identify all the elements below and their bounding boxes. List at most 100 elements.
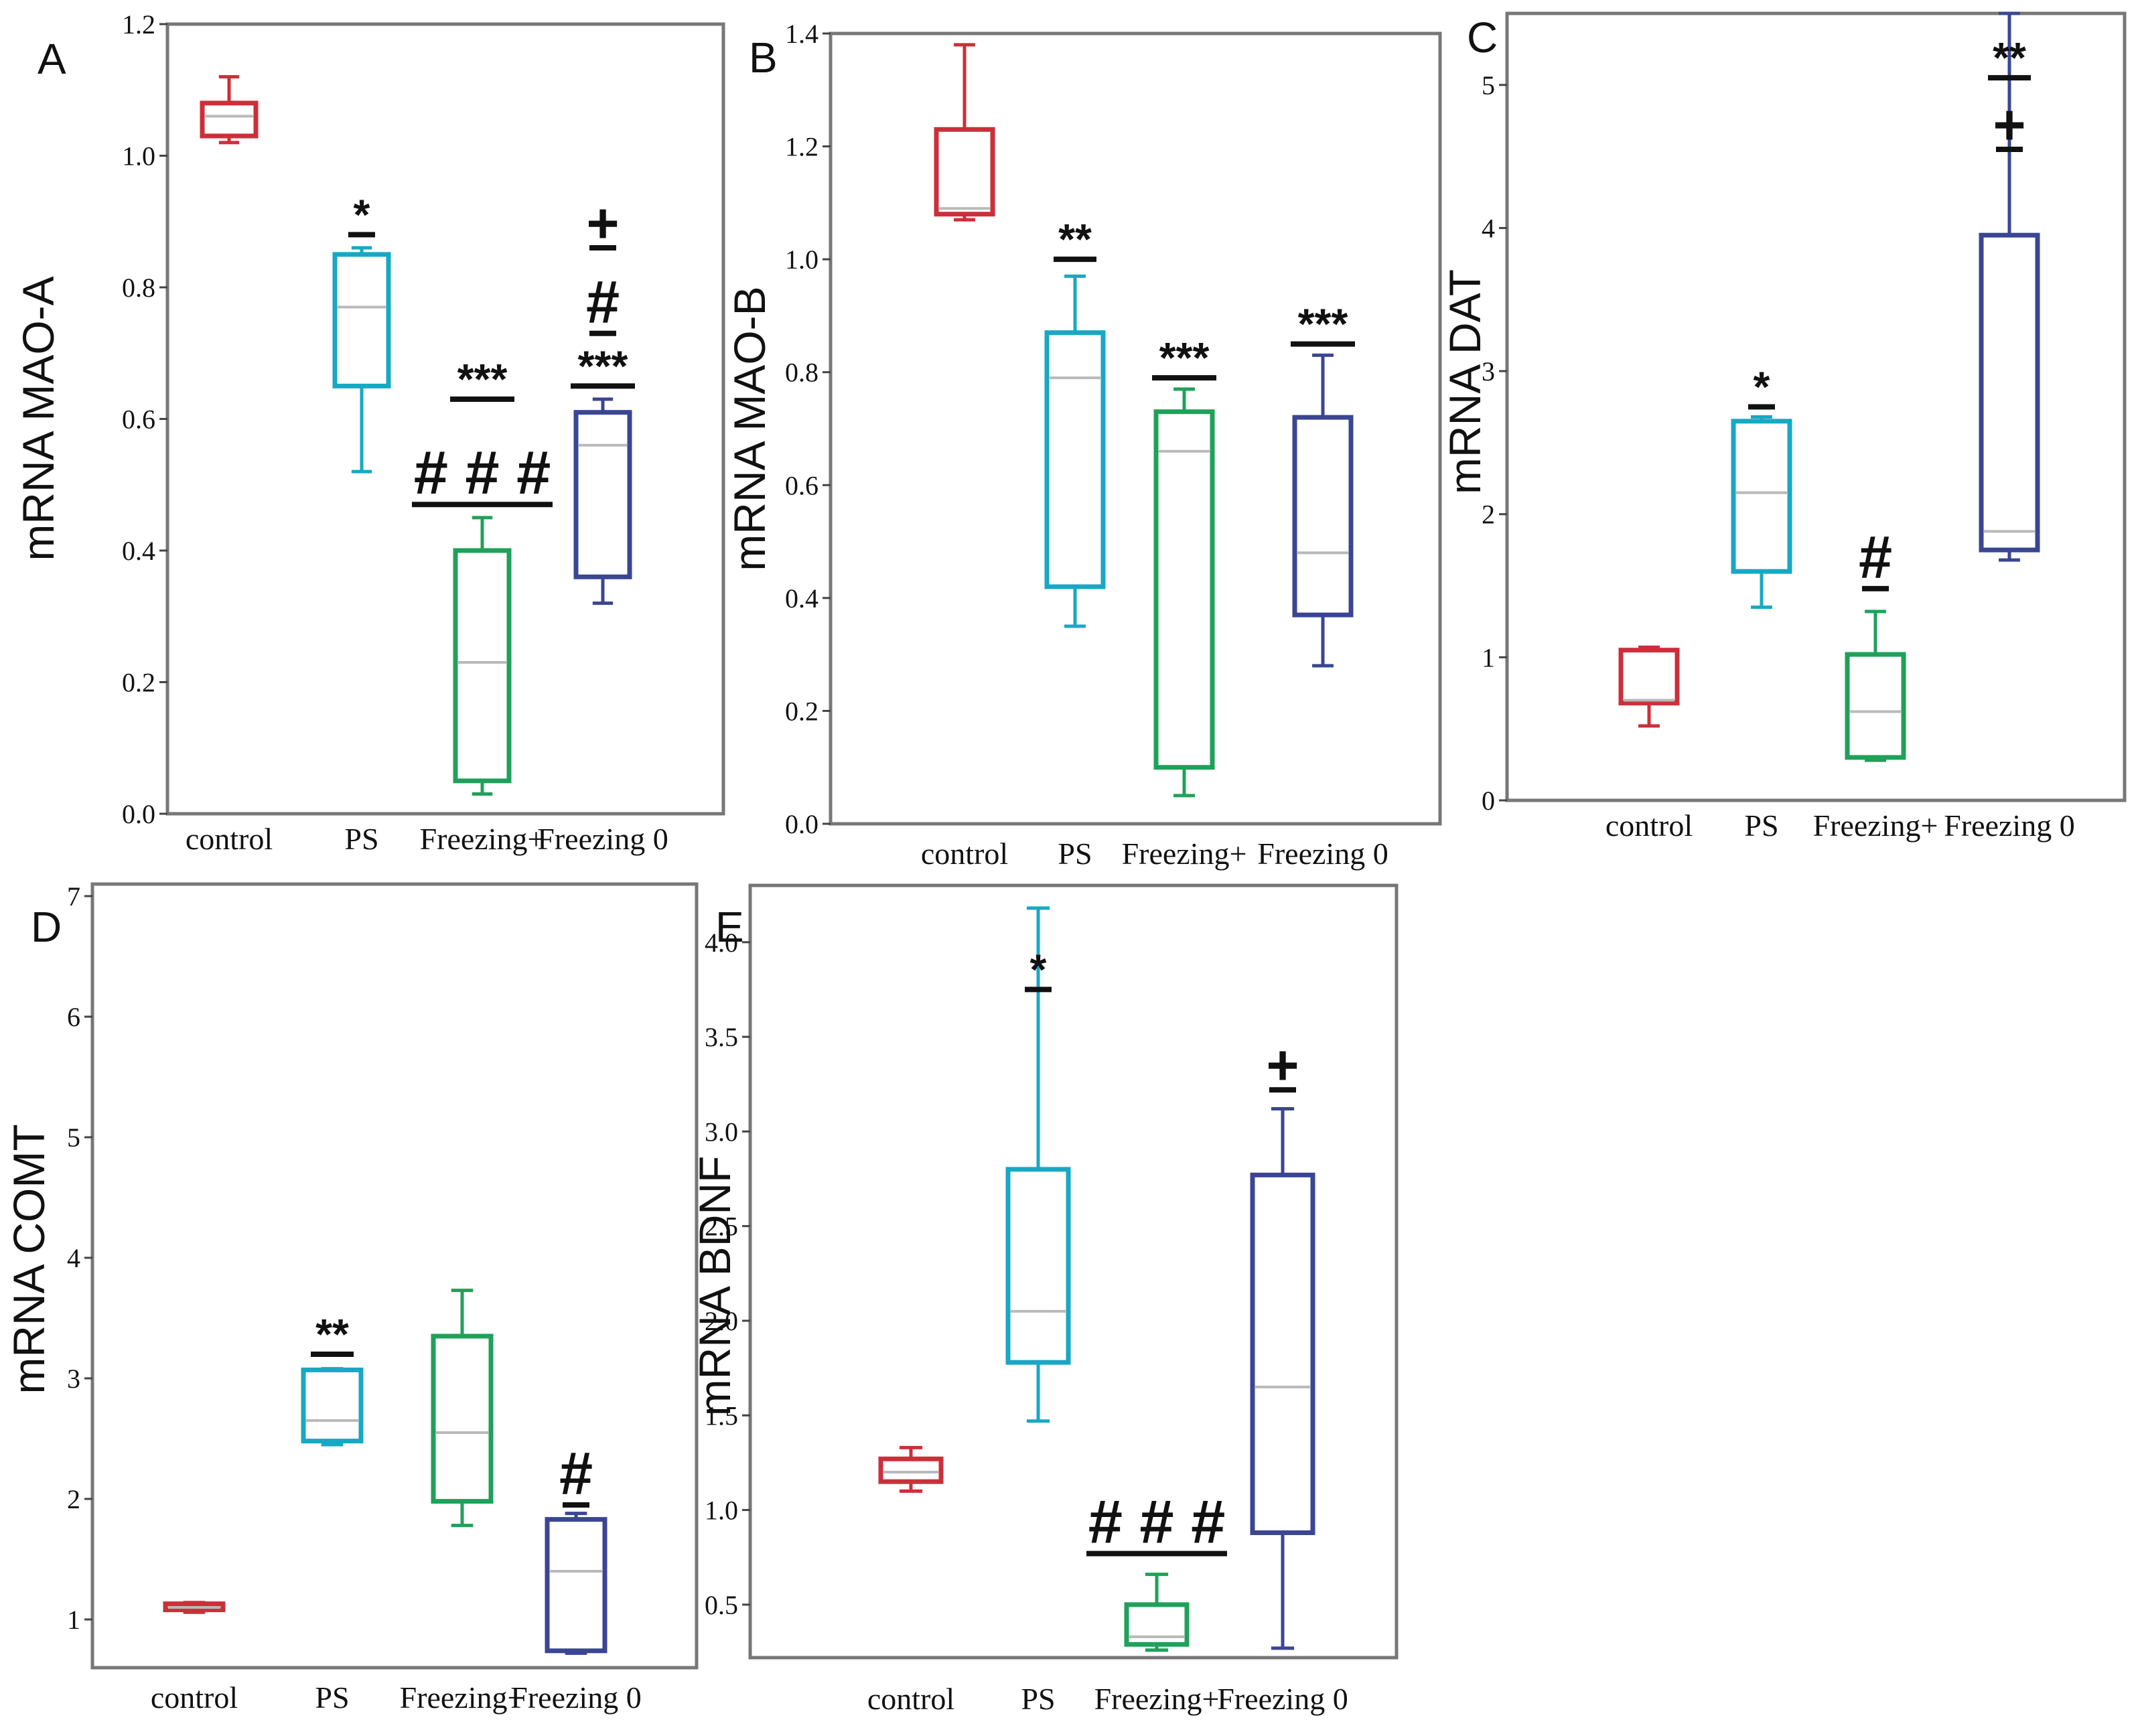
significance-annotation: * bbox=[1025, 945, 1052, 993]
y-tick-label: 2.5 bbox=[705, 1212, 738, 1242]
x-category-label: Freezing 0 bbox=[1944, 808, 2074, 843]
x-category-label: control bbox=[151, 1680, 238, 1715]
box-freezing- bbox=[1153, 387, 1215, 798]
significance-annotation: # bbox=[1859, 524, 1892, 591]
box-ps bbox=[301, 1367, 364, 1447]
panel-B: B 0.0 0.2 0.4 0.6 0.8 1.0 1.2 1.4 mRNA MAO-B contr… bbox=[725, 19, 1442, 871]
significance-label: + bbox=[1993, 93, 2025, 156]
x-category-label: control bbox=[867, 1682, 954, 1716]
y-tick-label: 3 bbox=[1482, 356, 1495, 386]
y-tick-label: 0.4 bbox=[122, 536, 155, 566]
y-tick-label: 7 bbox=[67, 881, 80, 912]
box-body bbox=[332, 252, 391, 388]
significance-annotation: ** bbox=[311, 1310, 354, 1358]
significance-annotation: + bbox=[1266, 1033, 1299, 1096]
significance-label: # bbox=[559, 1441, 593, 1508]
y-tick-label: 1.4 bbox=[785, 19, 818, 49]
panel-letter: D bbox=[31, 903, 62, 951]
x-category-label: Freezing 0 bbox=[1217, 1682, 1348, 1716]
panel-letter: E bbox=[715, 903, 744, 951]
y-tick-label: 0 bbox=[1482, 786, 1495, 816]
significance-label: + bbox=[586, 192, 619, 255]
box-freezing-0 bbox=[1250, 1106, 1315, 1650]
box-control bbox=[878, 1445, 944, 1493]
x-category-label: Freezing+ bbox=[400, 1680, 525, 1715]
box-freezing-0 bbox=[573, 397, 632, 605]
y-tick-label: 0.2 bbox=[122, 668, 155, 698]
box-body bbox=[301, 1367, 364, 1444]
y-tick-label: 6 bbox=[67, 1002, 80, 1032]
y-tick-label: 4.0 bbox=[705, 928, 738, 958]
significance-annotation: * bbox=[1748, 363, 1775, 411]
box-ps bbox=[1005, 906, 1071, 1423]
y-tick-label: 0.6 bbox=[122, 405, 155, 435]
y-tick-label: 3.0 bbox=[705, 1116, 738, 1147]
box-freezing-0 bbox=[545, 1512, 608, 1655]
box-freezing- bbox=[453, 516, 512, 796]
x-category-label: PS bbox=[1058, 837, 1092, 871]
box-body bbox=[1731, 419, 1792, 574]
significance-annotation: ** bbox=[1054, 215, 1096, 263]
significance-annotation: *** bbox=[450, 355, 514, 403]
box-body bbox=[1618, 648, 1680, 706]
significance-annotation: *** bbox=[1291, 300, 1355, 348]
box-body bbox=[200, 100, 259, 139]
y-tick-label: 0.4 bbox=[785, 583, 818, 613]
y-tick-label: 0.8 bbox=[785, 358, 818, 388]
box-freezing- bbox=[431, 1289, 494, 1528]
box-control bbox=[934, 43, 995, 222]
plot-frame bbox=[1505, 11, 2127, 802]
x-category-label: control bbox=[1606, 808, 1693, 843]
x-category-label: PS bbox=[344, 822, 378, 856]
y-axis-label: mRNA MAO-A bbox=[13, 276, 63, 561]
panel-E: E 0.5 1.0 1.5 2.0 2.5 3.0 3.5 4.0 mRNA BDNF contro… bbox=[690, 883, 1399, 1716]
significance-label: * bbox=[1754, 363, 1770, 411]
box-ps bbox=[1731, 415, 1792, 609]
y-tick-label: 0.2 bbox=[785, 696, 818, 726]
box-body bbox=[1044, 330, 1106, 589]
significance-annotation: * bbox=[348, 190, 375, 238]
significance-annotation: + bbox=[1993, 93, 2025, 156]
significance-label: * bbox=[1030, 945, 1047, 993]
box-body bbox=[1845, 652, 1906, 760]
panel-letter: C bbox=[1467, 13, 1498, 62]
significance-label: *** bbox=[1298, 300, 1348, 348]
y-tick-label: 1 bbox=[1482, 642, 1495, 672]
significance-annotation: # bbox=[559, 1441, 593, 1508]
y-tick-label: 5 bbox=[67, 1123, 80, 1153]
significance-label: * bbox=[354, 190, 370, 238]
y-tick-label: 1.0 bbox=[122, 141, 155, 171]
y-tick-label: 0.8 bbox=[122, 273, 155, 303]
y-tick-label: 4 bbox=[1482, 213, 1495, 243]
box-body bbox=[545, 1517, 608, 1654]
significance-label: + bbox=[1266, 1033, 1299, 1096]
x-category-label: PS bbox=[1744, 808, 1778, 843]
significance-annotation: # # # bbox=[1086, 1488, 1227, 1557]
x-category-label: Freezing+ bbox=[1094, 1682, 1220, 1716]
x-category-label: Freezing+ bbox=[1122, 837, 1247, 871]
panel-A: A 0.0 0.2 0.4 0.6 0.8 1.0 1.2 mRNA MAO-A control P… bbox=[13, 9, 725, 856]
significance-label: # bbox=[586, 269, 620, 336]
box-control bbox=[1618, 645, 1680, 728]
significance-annotation: *** bbox=[571, 342, 635, 390]
significance-label: *** bbox=[1159, 334, 1210, 382]
significance-label: ** bbox=[315, 1310, 349, 1358]
x-category-label: control bbox=[186, 822, 273, 856]
significance-label: # # # bbox=[414, 439, 551, 507]
plot-frame bbox=[748, 883, 1399, 1660]
y-tick-label: 2.0 bbox=[705, 1306, 738, 1336]
y-tick-label: 1.0 bbox=[785, 244, 818, 275]
y-axis-label: mRNA BDNF bbox=[690, 1156, 739, 1417]
panel-C: C 0 1 2 3 4 5 mRNA DAT control PS Freezing+ Freezin… bbox=[1440, 11, 2127, 843]
box-freezing-0 bbox=[1979, 11, 2040, 562]
y-tick-label: 1.2 bbox=[785, 132, 818, 162]
box-body bbox=[1979, 232, 2040, 553]
box-body bbox=[1153, 409, 1215, 770]
plot-frame bbox=[90, 882, 699, 1670]
box-control bbox=[200, 75, 259, 145]
box-body bbox=[1250, 1172, 1315, 1535]
y-axis-label: mRNA COMT bbox=[4, 1124, 54, 1394]
panel-D: D 1 2 3 4 5 6 7 mRNA COMT control PS Freezing+Freez… bbox=[4, 881, 699, 1715]
x-category-label: PS bbox=[315, 1680, 349, 1715]
